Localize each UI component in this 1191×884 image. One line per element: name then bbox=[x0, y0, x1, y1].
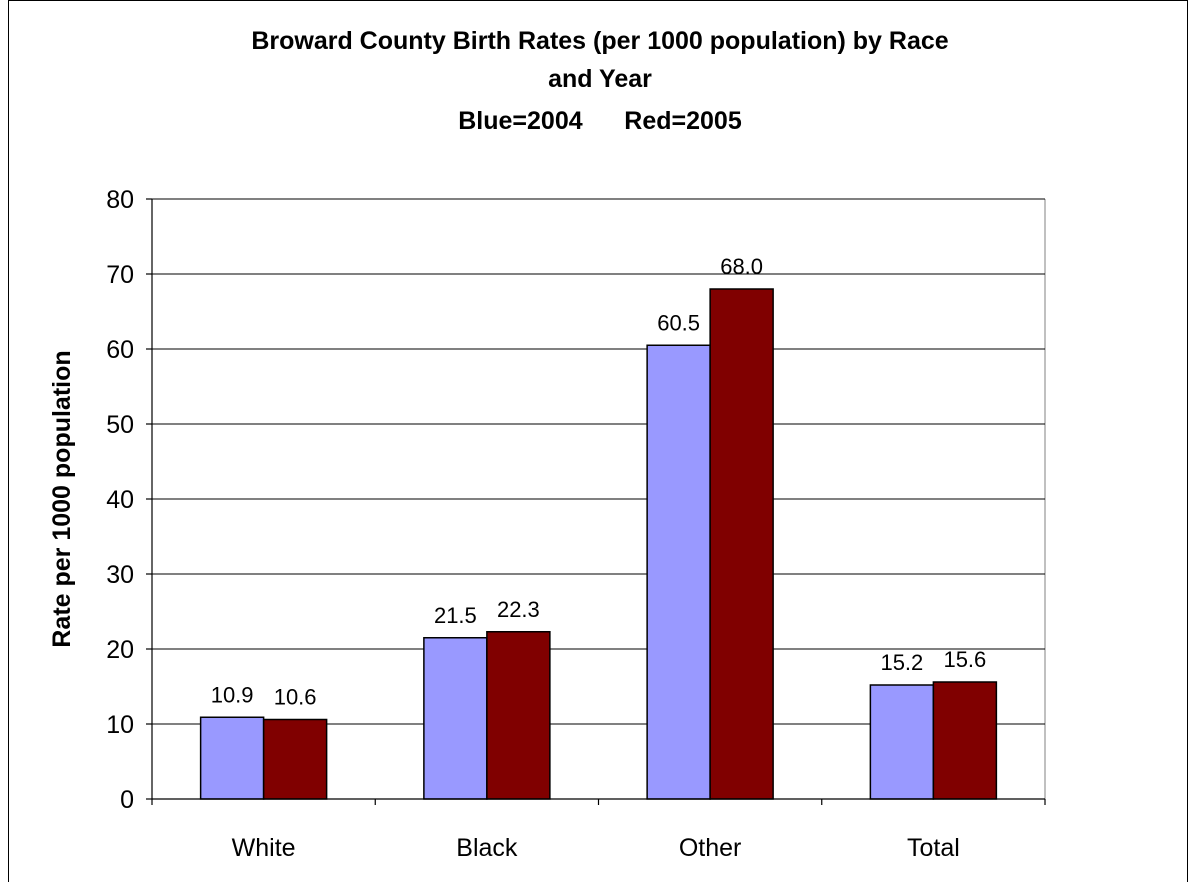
x-tick-label: White bbox=[232, 834, 296, 862]
bar bbox=[486, 631, 551, 800]
data-label: 68.0 bbox=[720, 254, 763, 279]
bar bbox=[646, 344, 711, 800]
x-tick-label: Black bbox=[456, 834, 518, 862]
y-tick-labels: 0 10 20 30 40 50 60 70 80 bbox=[106, 186, 134, 814]
y-axis-label: Rate per 1000 population bbox=[48, 350, 76, 647]
x-tick-label: Total bbox=[907, 834, 960, 862]
data-label: 10.6 bbox=[274, 685, 317, 710]
axes bbox=[146, 198, 1046, 805]
y-tick-label: 80 bbox=[106, 186, 134, 214]
y-tick-label: 10 bbox=[106, 711, 134, 739]
x-tick-labels: White Black Other Total bbox=[232, 834, 960, 862]
data-labels: 10.9 10.6 21.5 22.3 60.5 68.0 15.2 15.6 bbox=[211, 254, 987, 710]
y-tick-label: 50 bbox=[106, 411, 134, 439]
bar bbox=[869, 684, 935, 800]
data-label: 15.2 bbox=[880, 650, 923, 675]
y-tick-label: 0 bbox=[120, 786, 134, 814]
bar bbox=[709, 288, 774, 800]
y-tick-label: 70 bbox=[106, 261, 134, 289]
bar bbox=[262, 718, 328, 800]
y-tick-label: 30 bbox=[106, 561, 134, 589]
data-label: 60.5 bbox=[657, 310, 700, 335]
x-tick-label: Other bbox=[679, 834, 742, 862]
bars bbox=[199, 288, 998, 800]
bar bbox=[199, 716, 265, 800]
y-tick-label: 60 bbox=[106, 336, 134, 364]
chart-title-line-2: and Year bbox=[548, 65, 652, 93]
data-label: 10.9 bbox=[211, 682, 254, 707]
chart-frame bbox=[8, 0, 1188, 882]
chart-title-line-3: Blue=2004 Red=2005 bbox=[458, 107, 742, 135]
gridlines bbox=[152, 198, 1046, 799]
bar bbox=[932, 681, 998, 800]
bar bbox=[423, 637, 488, 800]
chart-title: Broward County Birth Rates (per 1000 pop… bbox=[251, 27, 948, 135]
y-tick-label: 20 bbox=[106, 636, 134, 664]
data-label: 22.3 bbox=[497, 597, 540, 622]
data-label: 15.6 bbox=[943, 647, 986, 672]
data-label: 21.5 bbox=[434, 603, 477, 628]
chart-title-line-1: Broward County Birth Rates (per 1000 pop… bbox=[251, 27, 948, 55]
y-tick-label: 40 bbox=[106, 486, 134, 514]
